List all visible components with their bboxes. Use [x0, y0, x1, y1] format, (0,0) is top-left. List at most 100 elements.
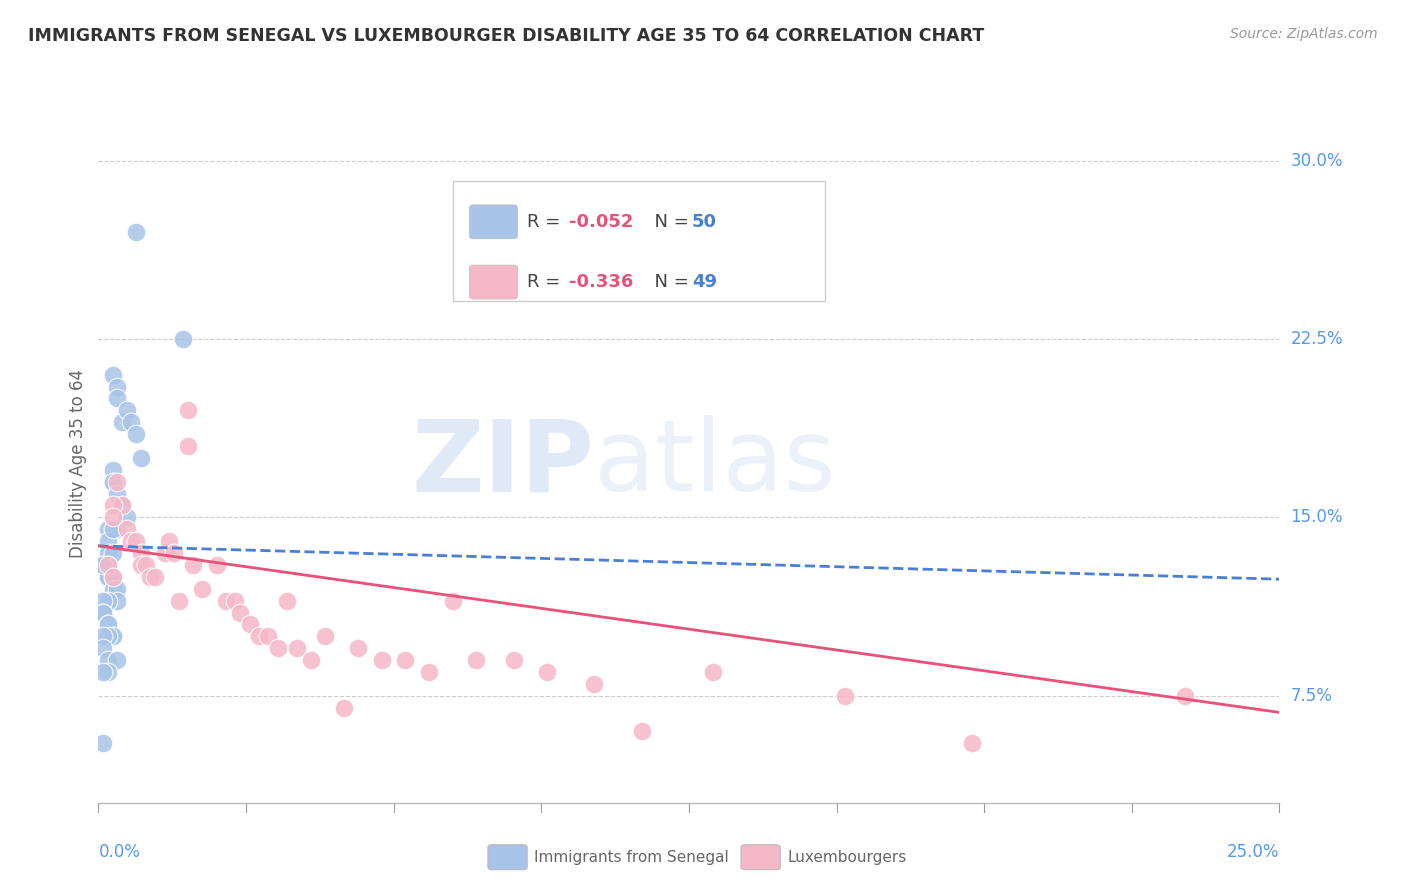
- Point: [97, 617, 120, 632]
- Point: [129, 546, 152, 560]
- Point: [229, 606, 252, 620]
- Point: [285, 641, 308, 656]
- Point: [91, 593, 114, 607]
- Point: [101, 522, 124, 536]
- Point: [333, 700, 356, 714]
- Text: N =: N =: [643, 213, 695, 231]
- Point: [239, 617, 262, 632]
- Point: [105, 392, 128, 406]
- Text: 0.0%: 0.0%: [98, 843, 141, 861]
- Point: [215, 593, 238, 607]
- Point: [135, 558, 157, 572]
- Point: [394, 653, 416, 667]
- Point: [129, 558, 152, 572]
- Point: [97, 570, 120, 584]
- Text: Luxembourgers: Luxembourgers: [787, 850, 907, 864]
- Point: [97, 665, 120, 679]
- Point: [97, 558, 120, 572]
- Text: R =: R =: [527, 213, 567, 231]
- Point: [177, 403, 200, 417]
- Text: Immigrants from Senegal: Immigrants from Senegal: [534, 850, 730, 864]
- Point: [163, 546, 186, 560]
- Point: [97, 534, 120, 549]
- Point: [157, 534, 180, 549]
- Point: [105, 522, 128, 536]
- Point: [276, 593, 298, 607]
- Point: [314, 629, 336, 643]
- Point: [101, 582, 124, 596]
- Text: 7.5%: 7.5%: [1291, 687, 1333, 705]
- Point: [101, 463, 124, 477]
- Point: [121, 415, 143, 429]
- Point: [205, 558, 228, 572]
- Point: [111, 415, 134, 429]
- Point: [125, 427, 148, 442]
- Point: [97, 570, 120, 584]
- Point: [101, 629, 124, 643]
- Point: [247, 629, 270, 643]
- Point: [101, 570, 124, 584]
- Point: [91, 558, 114, 572]
- Point: [125, 534, 148, 549]
- Text: Source: ZipAtlas.com: Source: ZipAtlas.com: [1230, 27, 1378, 41]
- Point: [101, 510, 124, 524]
- Point: [441, 593, 464, 607]
- Point: [101, 368, 124, 382]
- Point: [101, 570, 124, 584]
- Point: [97, 629, 120, 643]
- Point: [172, 332, 194, 346]
- Text: -0.336: -0.336: [569, 273, 634, 291]
- Point: [1174, 689, 1197, 703]
- Point: [702, 665, 724, 679]
- Text: atlas: atlas: [595, 416, 837, 512]
- Point: [105, 653, 128, 667]
- Point: [91, 606, 114, 620]
- Point: [101, 546, 124, 560]
- Point: [224, 593, 246, 607]
- Point: [153, 546, 176, 560]
- Y-axis label: Disability Age 35 to 64: Disability Age 35 to 64: [69, 369, 87, 558]
- Point: [167, 593, 190, 607]
- Point: [834, 689, 856, 703]
- Point: [105, 379, 128, 393]
- Point: [91, 641, 114, 656]
- Point: [91, 665, 114, 679]
- Text: IMMIGRANTS FROM SENEGAL VS LUXEMBOURGER DISABILITY AGE 35 TO 64 CORRELATION CHAR: IMMIGRANTS FROM SENEGAL VS LUXEMBOURGER …: [28, 27, 984, 45]
- Point: [139, 570, 162, 584]
- Point: [630, 724, 652, 739]
- Point: [105, 475, 128, 489]
- Point: [97, 558, 120, 572]
- Point: [111, 499, 134, 513]
- Text: 22.5%: 22.5%: [1291, 330, 1343, 348]
- Point: [143, 570, 166, 584]
- Point: [536, 665, 558, 679]
- Point: [115, 403, 138, 417]
- Point: [97, 522, 120, 536]
- Point: [347, 641, 370, 656]
- Text: 49: 49: [692, 273, 717, 291]
- Point: [299, 653, 322, 667]
- Text: ZIP: ZIP: [412, 416, 595, 512]
- Point: [101, 475, 124, 489]
- Point: [115, 522, 138, 536]
- Point: [101, 629, 124, 643]
- Text: R =: R =: [527, 273, 567, 291]
- Point: [115, 510, 138, 524]
- Point: [583, 677, 606, 691]
- Point: [503, 653, 526, 667]
- Text: N =: N =: [643, 273, 695, 291]
- Point: [177, 439, 200, 453]
- Point: [91, 558, 114, 572]
- Point: [97, 617, 120, 632]
- Text: 15.0%: 15.0%: [1291, 508, 1343, 526]
- Point: [97, 546, 120, 560]
- Point: [257, 629, 280, 643]
- Point: [125, 225, 148, 239]
- Text: 50: 50: [692, 213, 717, 231]
- Point: [962, 736, 984, 750]
- Point: [101, 499, 124, 513]
- Point: [418, 665, 440, 679]
- Point: [91, 606, 114, 620]
- Point: [101, 475, 124, 489]
- Point: [129, 450, 152, 465]
